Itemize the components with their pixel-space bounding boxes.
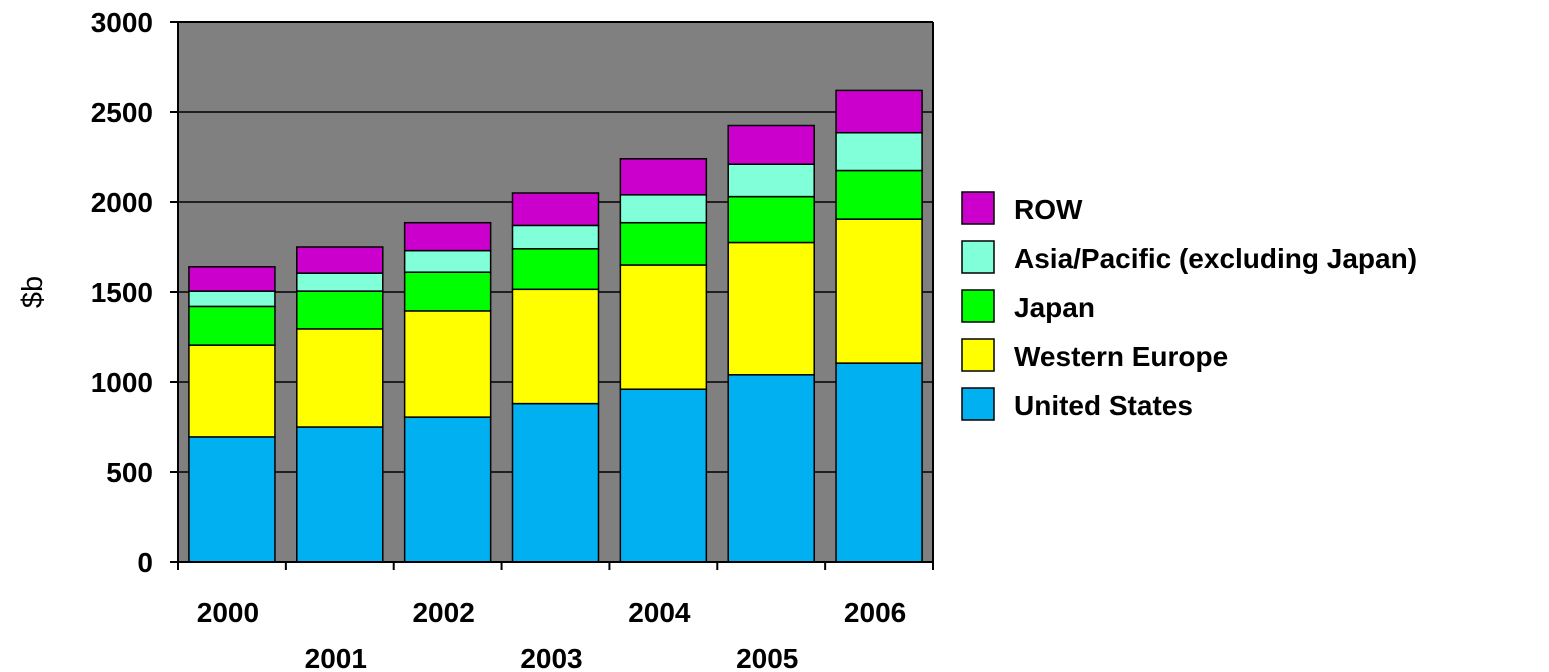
y-tick-label: 1000 <box>91 367 153 398</box>
bar-segment <box>188 290 276 308</box>
legend-swatch <box>961 191 995 225</box>
bar-segment <box>835 169 923 220</box>
x-tick-label: 2002 <box>412 597 474 628</box>
y-axis-label: $b <box>17 276 49 308</box>
bar-segment <box>296 272 384 292</box>
bar-segment <box>403 310 492 418</box>
bar-segment <box>511 288 600 405</box>
x-tick-label: 2004 <box>628 597 691 628</box>
y-tick-label: 2000 <box>91 187 153 218</box>
bar-segment <box>188 266 276 292</box>
bar-segment <box>619 264 708 390</box>
bar-segment <box>727 241 815 376</box>
legend-label: ROW <box>1014 194 1083 225</box>
y-tick-labels: 0 500 1000 1500 2000 2500 3000 <box>91 7 153 578</box>
y-tick-label: 2500 <box>91 97 153 128</box>
bar-segment <box>835 131 923 172</box>
bar-segment <box>188 344 276 438</box>
legend-swatch <box>961 387 995 421</box>
bar-segment <box>511 248 600 291</box>
bar-segment <box>296 246 384 274</box>
axes <box>170 21 934 570</box>
bar-segment <box>511 192 600 227</box>
bar-segment <box>511 402 600 563</box>
legend-label: Japan <box>1014 292 1095 323</box>
bar-segment <box>619 158 708 196</box>
legend-label: Asia/Pacific (excluding Japan) <box>1014 243 1417 274</box>
x-tick-labels: 2000 2001 2002 2003 2004 2005 2006 <box>197 597 906 672</box>
legend-swatch <box>961 289 995 323</box>
y-tick-label: 500 <box>106 457 153 488</box>
bar-segment <box>296 426 384 563</box>
legend-label: Western Europe <box>1014 341 1228 372</box>
bar-segment <box>511 224 600 250</box>
bar-segment <box>727 195 815 244</box>
legend: ROW Asia/Pacific (excluding Japan) Japan We… <box>961 191 1417 421</box>
bar-segment <box>835 218 923 364</box>
bar-segment <box>403 416 492 563</box>
bar-segment <box>403 221 492 252</box>
bar-segment <box>296 290 384 330</box>
x-tick-label: 2001 <box>305 643 367 672</box>
bar-segment <box>619 221 708 266</box>
bar-segment <box>835 362 923 563</box>
bar-segment <box>727 163 815 198</box>
legend-label: United States <box>1014 390 1193 421</box>
bar-segment <box>188 436 276 563</box>
x-tick-label: 2003 <box>520 643 582 672</box>
bar-segment <box>403 249 492 273</box>
x-tick-label: 2000 <box>197 597 259 628</box>
y-tick-label: 0 <box>137 547 153 578</box>
bar-segment <box>296 328 384 428</box>
x-tick-label: 2005 <box>736 643 798 672</box>
bar-segment <box>619 388 708 563</box>
y-tick-label: 3000 <box>91 7 153 38</box>
bar-segment <box>727 374 815 563</box>
bar-segment <box>835 89 923 134</box>
bar-segment <box>727 124 815 165</box>
y-tick-label: 1500 <box>91 277 153 308</box>
bar-segment <box>403 271 492 312</box>
legend-swatch <box>961 240 995 274</box>
x-tick-label: 2006 <box>844 597 906 628</box>
bar-segment <box>188 305 276 346</box>
bar-segment <box>619 194 708 224</box>
legend-swatch <box>961 338 995 372</box>
